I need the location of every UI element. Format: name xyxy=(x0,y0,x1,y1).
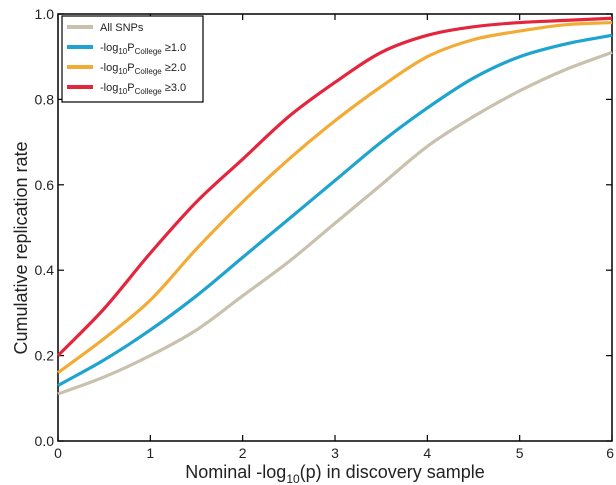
y-tick-label: 1.0 xyxy=(35,6,55,22)
y-tick-label: 0.8 xyxy=(35,91,55,107)
legend: All SNPs-log10PCollege ≥1.0-log10PColleg… xyxy=(61,15,204,103)
x-axis-label: Nominal -log10(p) in discovery sample xyxy=(185,462,484,485)
legend-subscript: 10 xyxy=(118,67,127,76)
series-line-0 xyxy=(57,50,613,396)
y-tick-label: 0.2 xyxy=(35,348,55,364)
series-lines xyxy=(56,16,613,396)
legend-text-part: ≥1.0 xyxy=(162,42,186,54)
x-axis-label-subscript: 10 xyxy=(286,472,300,485)
y-tick-label: 0.6 xyxy=(35,177,55,193)
legend-subscript: College xyxy=(135,87,163,96)
legend-entry-0: All SNPs xyxy=(100,22,144,34)
series-line-3 xyxy=(56,16,613,357)
y-tick-label: 0.0 xyxy=(35,433,55,449)
legend-text-part: -log xyxy=(100,62,118,74)
legend-subscript: 10 xyxy=(118,47,127,56)
x-tick-label: 2 xyxy=(239,445,247,461)
legend-text-part: P xyxy=(127,42,134,54)
x-axis: 0 1 2 3 4 5 6 xyxy=(54,14,614,461)
x-tick-label: 3 xyxy=(331,445,339,461)
legend-entry-3: -log10PCollege ≥3.0 xyxy=(100,82,186,96)
x-tick-label: 1 xyxy=(146,445,154,461)
legend-text-part: ≥2.0 xyxy=(162,62,186,74)
x-tick-label: 4 xyxy=(423,445,431,461)
legend-text-part: All SNPs xyxy=(100,22,144,34)
y-axis-label: Cumulative replication rate xyxy=(11,141,31,354)
legend-text-part: P xyxy=(127,62,134,74)
y-tick-label: 0.4 xyxy=(35,262,55,278)
x-axis-label-rest: (p) in discovery sample xyxy=(300,462,485,482)
legend-subscript: College xyxy=(135,67,163,76)
x-tick-label: 5 xyxy=(516,445,524,461)
legend-entry-1: -log10PCollege ≥1.0 xyxy=(100,42,186,56)
legend-entry-2: -log10PCollege ≥2.0 xyxy=(100,62,186,76)
x-tick-label: 0 xyxy=(54,445,62,461)
x-tick-label: 6 xyxy=(606,445,614,461)
series-line-1 xyxy=(57,33,613,387)
y-axis: 0.0 0.2 0.4 0.6 0.8 1.0 xyxy=(35,6,612,449)
legend-text-part: ≥3.0 xyxy=(162,82,186,94)
x-axis-label-main: Nominal -log xyxy=(185,462,286,482)
legend-text-part: -log xyxy=(100,42,118,54)
legend-subscript: College xyxy=(135,47,163,56)
legend-subscript: 10 xyxy=(118,87,127,96)
series-line-2 xyxy=(57,20,613,374)
legend-text-part: -log xyxy=(100,82,118,94)
legend-text-part: P xyxy=(127,82,134,94)
